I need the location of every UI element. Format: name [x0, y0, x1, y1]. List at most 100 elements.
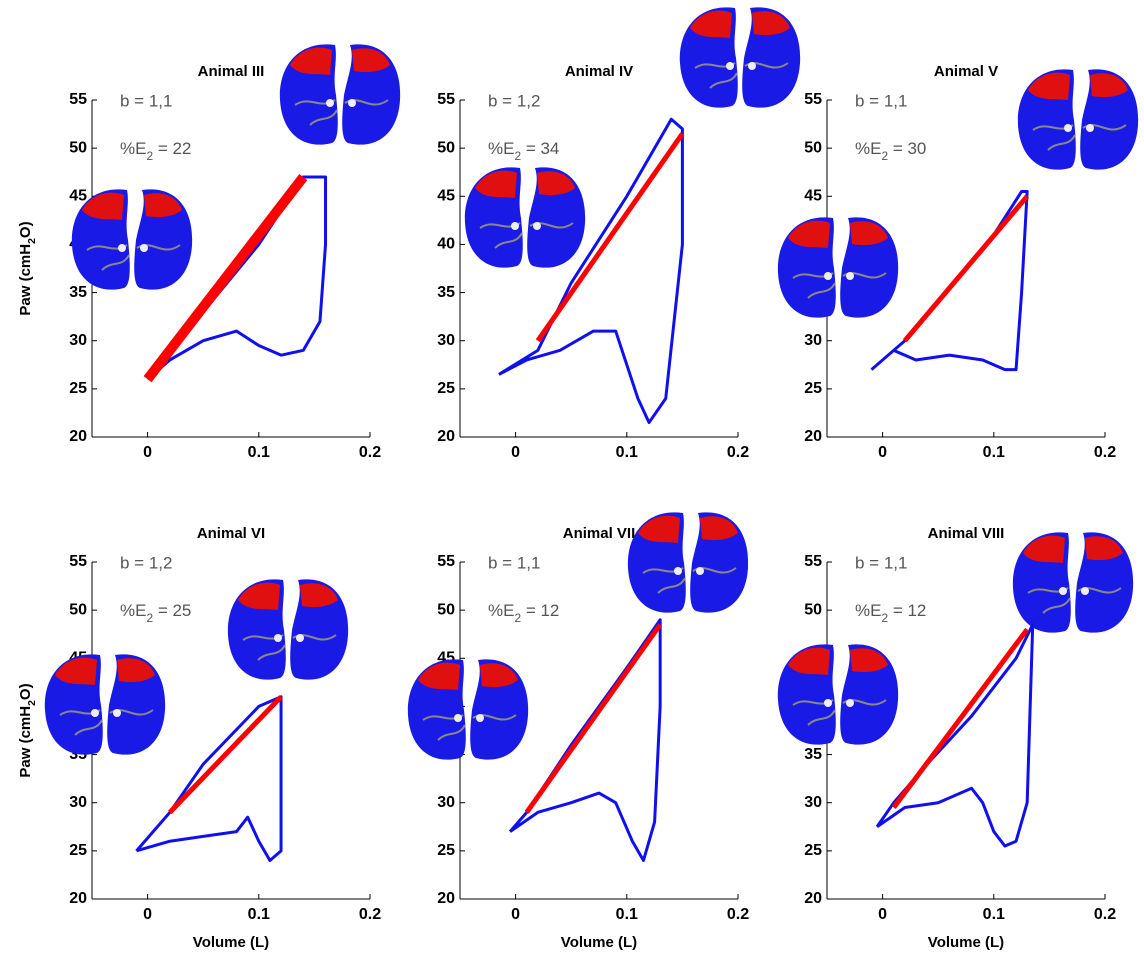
x-tick-label: 0.2 — [359, 906, 381, 923]
lung-airway — [118, 244, 126, 252]
chart-title: Animal III — [198, 63, 265, 80]
annotation: b = 1,1 — [120, 91, 172, 110]
y-tick-label: 55 — [437, 553, 455, 570]
lung-region — [300, 583, 338, 608]
lung-airway — [824, 699, 832, 707]
annotation-part: 2 — [881, 149, 888, 163]
lung-airway — [274, 634, 282, 642]
series-line — [524, 623, 663, 814]
annotation-part: %E — [855, 139, 881, 158]
lung-airway — [674, 567, 682, 575]
series-line — [498, 117, 684, 425]
y-tick-label: 25 — [437, 380, 455, 397]
x-tick-label: 0 — [511, 906, 520, 923]
y-tick-label: 25 — [437, 842, 455, 859]
y-tick-label: 25 — [804, 842, 822, 859]
series-line — [875, 623, 1035, 848]
y-axis-label-part: O) — [17, 683, 34, 700]
lung-airway — [296, 634, 304, 642]
y-tick-label: 30 — [804, 332, 822, 349]
annotation-part: 2 — [881, 611, 888, 625]
lung-region — [1090, 73, 1128, 98]
lung-airway — [326, 99, 334, 107]
lung-airway — [140, 244, 148, 252]
annotation-part: = 22 — [153, 139, 191, 158]
x-tick-label: 0.1 — [248, 444, 270, 461]
lung-region — [752, 11, 790, 36]
lung-image — [71, 189, 193, 290]
annotation: b = 1,1 — [855, 553, 907, 572]
annotation-part: = 25 — [153, 601, 191, 620]
y-tick-label: 20 — [804, 890, 822, 907]
y-tick-label: 35 — [804, 746, 822, 763]
chart-title: Animal VIII — [928, 525, 1005, 542]
y-tick-label: 25 — [69, 842, 87, 859]
lung-airway — [846, 699, 854, 707]
lung-region — [1023, 535, 1065, 563]
lung-region — [55, 657, 97, 685]
annotation-part: 2 — [146, 149, 153, 163]
lung-image — [777, 217, 899, 318]
annotation: %E2 = 34 — [488, 139, 559, 163]
x-tick-label: 0.2 — [727, 444, 749, 461]
lung-airway — [748, 62, 756, 70]
lung-image — [1017, 69, 1139, 170]
annotation-part: = 34 — [521, 139, 559, 158]
lung-airway — [824, 272, 832, 280]
lung-airway — [696, 567, 704, 575]
annotation: %E2 = 30 — [855, 139, 926, 163]
lung-image — [407, 659, 529, 760]
y-tick-label: 55 — [69, 553, 87, 570]
y-axis-label-part: Paw (cmH — [17, 706, 34, 778]
y-tick-label: 30 — [437, 332, 455, 349]
annotation: %E2 = 25 — [120, 601, 191, 625]
lung-image — [1012, 532, 1134, 633]
y-tick-label: 45 — [69, 188, 87, 205]
lung-region — [475, 170, 517, 198]
lung-image — [777, 644, 899, 745]
y-tick-label: 25 — [804, 380, 822, 397]
annotation: b = 1,2 — [120, 553, 172, 572]
annotation-part: %E — [488, 139, 514, 158]
y-tick-label: 35 — [437, 284, 455, 301]
y-tick-label: 35 — [69, 284, 87, 301]
x-tick-label: 0 — [143, 906, 152, 923]
y-tick-label: 30 — [804, 794, 822, 811]
y-tick-label: 20 — [69, 890, 87, 907]
annotation-part: %E — [120, 139, 146, 158]
x-tick-label: 0.1 — [616, 444, 638, 461]
x-axis-label: Volume (L) — [928, 934, 1004, 951]
annotation-part: %E — [488, 601, 514, 620]
x-tick-label: 0 — [878, 906, 887, 923]
lung-airway — [1086, 124, 1094, 132]
lung-region — [117, 658, 155, 683]
annotation-part: 2 — [514, 149, 521, 163]
lung-airway — [846, 272, 854, 280]
lung-airway — [454, 714, 462, 722]
annotation-part: = 12 — [888, 601, 926, 620]
lung-image — [627, 512, 749, 613]
x-axis-label: Volume (L) — [193, 934, 269, 951]
y-tick-label: 55 — [804, 91, 822, 108]
lung-airway — [476, 714, 484, 722]
series-line — [508, 618, 662, 862]
y-tick-label: 45 — [437, 188, 455, 205]
lung-region — [537, 171, 575, 196]
lung-region — [1085, 536, 1123, 561]
y-tick-label: 40 — [437, 236, 455, 253]
y-tick-label: 55 — [69, 91, 87, 108]
y-tick-label: 30 — [437, 794, 455, 811]
annotation-part: 2 — [514, 611, 521, 625]
lung-image — [44, 654, 166, 755]
y-tick-label: 30 — [69, 332, 87, 349]
y-tick-label: 30 — [69, 794, 87, 811]
lung-region — [418, 662, 460, 690]
y-axis-label-part: 2 — [26, 700, 38, 706]
lung-region — [290, 47, 332, 75]
annotation-part: = 12 — [521, 601, 559, 620]
y-tick-label: 55 — [804, 553, 822, 570]
y-tick-label: 20 — [437, 428, 455, 445]
lung-image — [227, 579, 349, 680]
annotation: %E2 = 22 — [120, 139, 191, 163]
lung-region — [238, 582, 280, 610]
